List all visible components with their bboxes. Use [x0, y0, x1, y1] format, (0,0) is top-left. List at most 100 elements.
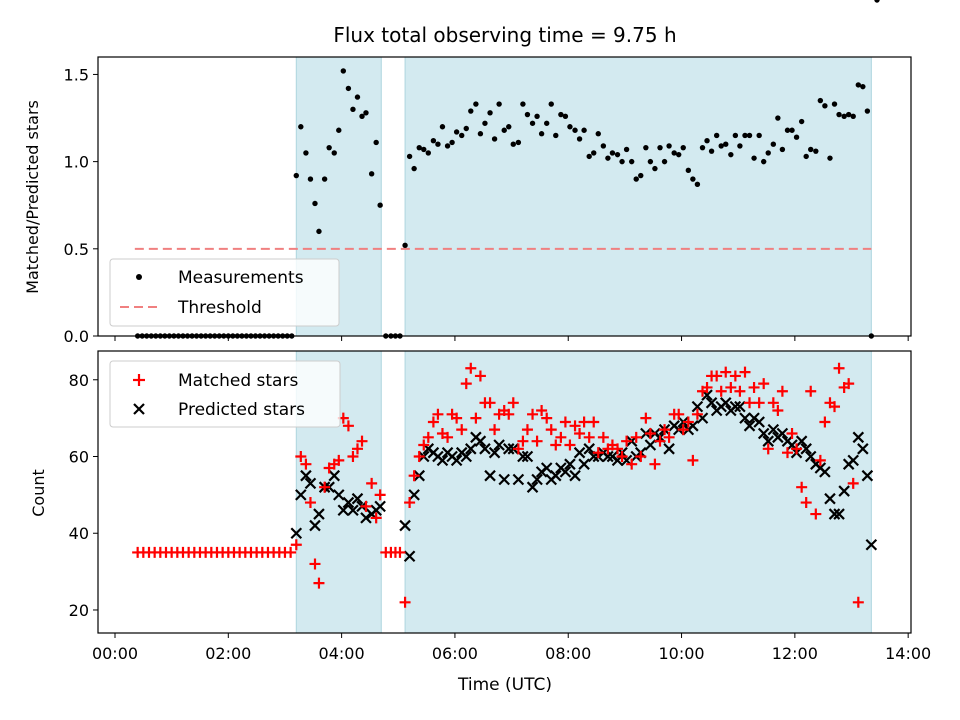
measurement-point: [798, 118, 805, 125]
ratio-y-axis-label: Matched/Predicted stars: [23, 100, 42, 294]
predicted-star-point: [502, 443, 515, 455]
predicted-star-point: [290, 527, 303, 540]
matched-star-point: [654, 435, 666, 447]
measurement-point: [737, 143, 743, 149]
measurement-point: [459, 132, 465, 139]
predicted-star-point: [824, 492, 836, 505]
predicted-star-point: [342, 496, 355, 509]
matched-star-point: [720, 366, 732, 378]
matched-star-point: [843, 378, 855, 390]
measurement-point: [421, 146, 427, 153]
predicted-star-point: [719, 397, 732, 409]
measurement-point: [657, 144, 663, 151]
measurement-point: [746, 132, 753, 139]
ratio-panel: 0.0 0.5 1.0 1.5 Matched/Predicted stars Mea…: [23, 0, 912, 346]
matched-star-point: [663, 431, 675, 443]
measurement-point: [368, 171, 375, 177]
measurement-point: [510, 141, 516, 147]
measurement-point: [298, 124, 304, 130]
matched-star-point: [432, 408, 444, 420]
predicted-star-point: [512, 473, 525, 486]
predicted-star-point: [300, 469, 312, 482]
measurement-point: [699, 144, 706, 151]
predicted-star-point: [828, 508, 841, 520]
measurement-point: [813, 148, 819, 154]
predicted-star-point: [578, 458, 590, 470]
measurement-point: [377, 202, 383, 208]
measurement-point: [756, 132, 762, 139]
measurement-point: [765, 150, 771, 156]
matched-star-point: [366, 477, 378, 489]
measurement-point: [553, 132, 559, 139]
legend-label-predicted-stars: Predicted stars: [178, 400, 305, 420]
measurement-point: [647, 158, 654, 165]
predicted-star-point: [767, 423, 780, 436]
measurement-point: [303, 150, 309, 156]
x-tick-label: 08:00: [545, 644, 591, 663]
measurement-point: [803, 153, 809, 160]
count-panel-frame: [97, 350, 912, 634]
measurement-point: [572, 127, 578, 133]
predicted-star-point: [838, 485, 850, 497]
matched-stars-legend-marker: [133, 374, 145, 386]
measurement-point: [694, 181, 701, 187]
matched-star-point: [805, 385, 817, 397]
measurement-point: [704, 138, 710, 144]
matched-star-point: [442, 431, 454, 443]
matched-star-point: [640, 412, 652, 424]
y-tick-label: 40: [69, 524, 89, 543]
measurement-point: [515, 139, 522, 146]
predicted-stars-legend-marker: [133, 403, 145, 415]
measurement-point: [742, 132, 748, 139]
measurement-point: [633, 176, 639, 182]
matched-star-point: [489, 424, 501, 436]
matched-star-point: [772, 404, 784, 416]
matched-star-point: [781, 447, 793, 459]
predicted-star-point: [583, 443, 595, 455]
measurement-point: [836, 111, 842, 118]
x-tick-label: 06:00: [432, 644, 478, 663]
measurement-point: [619, 158, 625, 165]
measurement-point: [831, 101, 838, 107]
predicted-star-point: [861, 469, 874, 482]
matched-star-point: [418, 439, 430, 451]
predicted-star-point: [729, 400, 742, 413]
measurement-point: [690, 176, 696, 182]
measurement-point: [534, 113, 540, 119]
measurement-point: [822, 103, 828, 109]
measurement-point: [817, 97, 824, 104]
matched-star-point: [786, 427, 798, 439]
predicted-star-point: [753, 416, 765, 428]
matched-star-point: [536, 404, 548, 416]
matched-star-point: [814, 454, 826, 466]
measurement-point: [477, 131, 484, 137]
predicted-star-point: [739, 412, 751, 424]
measurement-point: [718, 143, 724, 149]
matched-star-point: [564, 439, 576, 451]
measurement-point: [860, 83, 866, 90]
matched-star-point: [394, 546, 406, 558]
x-tick-label: 10:00: [658, 644, 704, 663]
y-tick-label: 80: [69, 371, 89, 390]
count-legend: Matched stars Predicted stars: [109, 360, 341, 428]
matched-star-point: [800, 497, 812, 509]
measurement-point: [506, 124, 512, 130]
matched-star-point: [715, 385, 727, 397]
matched-star-point: [550, 439, 562, 451]
matched-star-point: [521, 424, 533, 436]
measurement-point: [544, 120, 550, 126]
legend-label-matched-stars: Matched stars: [178, 371, 298, 391]
measurement-point: [827, 155, 833, 161]
ratio-legend: Measurements Threshold: [109, 258, 340, 327]
matched-star-point: [399, 596, 411, 608]
matched-star-point: [470, 412, 482, 424]
matched-star-point: [295, 451, 307, 463]
matched-star-point: [687, 454, 699, 466]
predicted-star-point: [488, 446, 501, 459]
predicted-star-point: [549, 469, 562, 482]
legend-box: [109, 258, 340, 327]
matched-star-point: [559, 416, 571, 428]
measurement-point: [864, 108, 871, 114]
measurement-point: [841, 113, 847, 119]
x-tick-label: 12:00: [772, 644, 818, 663]
